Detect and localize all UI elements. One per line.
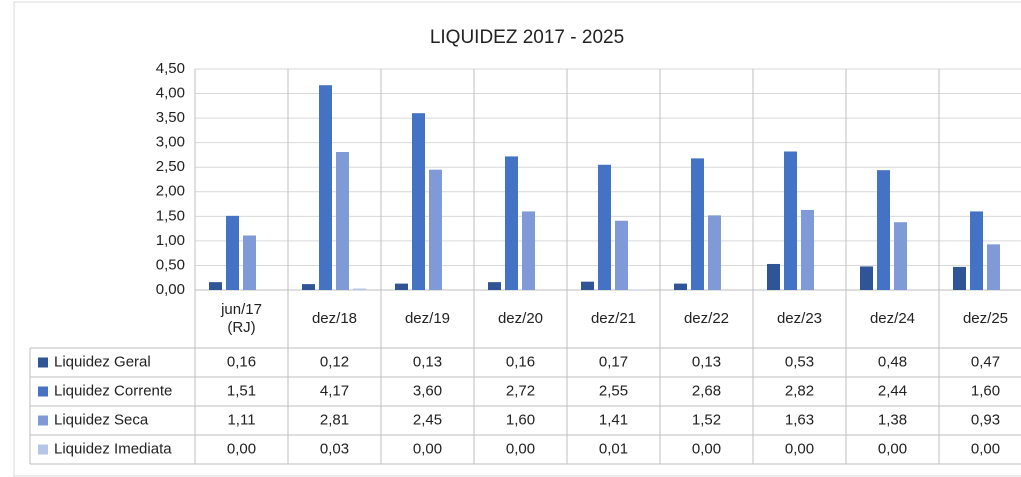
legend-key (38, 415, 48, 426)
y-tick-label: 0,50 (156, 256, 185, 273)
data-table-value: 0,13 (692, 353, 721, 370)
x-tick-label: dez/23 (777, 310, 822, 327)
data-table-value: 2,72 (506, 382, 535, 399)
x-tick-label: dez/18 (312, 310, 357, 327)
y-tick-label: 4,50 (156, 60, 185, 77)
data-table-value: 2,81 (320, 411, 349, 428)
legend-label: Liquidez Geral (54, 353, 151, 370)
bar (336, 151, 349, 290)
legend-label: Liquidez Imediata (54, 440, 172, 457)
bar (877, 170, 890, 290)
chart-title: LIQUIDEZ 2017 - 2025 (430, 27, 624, 48)
legend-key (38, 444, 48, 455)
bar (581, 281, 594, 290)
data-table-value: 0,00 (785, 440, 814, 457)
data-table-value: 0,16 (506, 353, 535, 370)
bar (801, 209, 814, 290)
data-table-value: 0,00 (227, 440, 256, 457)
data-table-value: 4,17 (320, 382, 349, 399)
data-table-value: 0,00 (878, 440, 907, 457)
bar (598, 164, 611, 290)
legend-label: Liquidez Seca (54, 411, 149, 428)
data-table-value: 2,68 (692, 382, 721, 399)
bar (615, 220, 628, 290)
legend-key (38, 357, 48, 368)
data-table-value: 2,55 (599, 382, 628, 399)
data-table-value: 1,51 (227, 382, 256, 399)
legend-key (38, 386, 48, 397)
bar (226, 215, 239, 290)
y-tick-label: 2,50 (156, 158, 185, 175)
data-table-value: 0,00 (971, 440, 1000, 457)
data-table-value: 0,53 (785, 353, 814, 370)
y-tick-label: 3,00 (156, 134, 185, 151)
data-table-value: 1,63 (785, 411, 814, 428)
data-table-value: 1,60 (971, 382, 1000, 399)
x-tick-label: dez/22 (684, 310, 729, 327)
bar (319, 85, 332, 290)
data-table-value: 1,41 (599, 411, 628, 428)
bar (708, 215, 721, 290)
legend-label: Liquidez Corrente (54, 382, 172, 399)
x-tick-label: dez/19 (405, 310, 450, 327)
bar (209, 282, 222, 290)
chart-border (13, 1, 1021, 477)
data-table-value: 1,52 (692, 411, 721, 428)
data-table-value: 0,00 (692, 440, 721, 457)
data-table-value: 0,03 (320, 440, 349, 457)
bar (894, 222, 907, 290)
y-tick-label: 3,50 (156, 109, 185, 126)
bar (429, 169, 442, 290)
bar (970, 211, 983, 290)
data-table-value: 1,11 (227, 411, 255, 428)
data-table-value: 0,01 (599, 440, 628, 457)
data-table-value: 0,13 (413, 353, 442, 370)
bar (987, 244, 1000, 290)
bar (522, 211, 535, 290)
bar (243, 235, 256, 290)
y-tick-label: 1,50 (156, 207, 185, 224)
data-table-value: 2,82 (785, 382, 814, 399)
x-tick-label: dez/21 (591, 310, 636, 327)
data-table-value: 0,93 (971, 411, 1000, 428)
y-tick-label: 2,00 (156, 183, 185, 200)
y-tick-label: 4,00 (156, 85, 185, 102)
data-table-value: 0,00 (506, 440, 535, 457)
data-table-value: 1,38 (878, 411, 907, 428)
bar (353, 288, 366, 290)
bar (953, 266, 966, 290)
data-table-value: 0,48 (878, 353, 907, 370)
bar (505, 156, 518, 290)
data-table-value: 1,60 (506, 411, 535, 428)
data-table-value: 0,16 (227, 353, 256, 370)
data-table-value: 0,47 (971, 353, 1000, 370)
bar (412, 113, 425, 290)
bar (767, 263, 780, 290)
bar (302, 284, 315, 290)
y-tick-label: 1,00 (156, 232, 185, 249)
x-tick-label: jun/17 (RJ) (220, 301, 262, 336)
data-table-value: 0,12 (320, 353, 349, 370)
data-table-value: 3,60 (413, 382, 442, 399)
bar (488, 282, 501, 290)
y-tick-label: 0,00 (156, 281, 185, 298)
bar (784, 151, 797, 290)
data-table-value: 0,17 (599, 353, 628, 370)
data-table-value: 2,45 (413, 411, 442, 428)
x-tick-label: dez/25 (963, 310, 1008, 327)
bar (860, 266, 873, 290)
bar (691, 158, 704, 290)
bar (395, 283, 408, 290)
x-tick-label: dez/20 (498, 310, 543, 327)
bar (674, 283, 687, 290)
x-tick-label: dez/24 (870, 310, 915, 327)
data-table-value: 0,00 (413, 440, 442, 457)
data-table-value: 2,44 (878, 382, 907, 399)
